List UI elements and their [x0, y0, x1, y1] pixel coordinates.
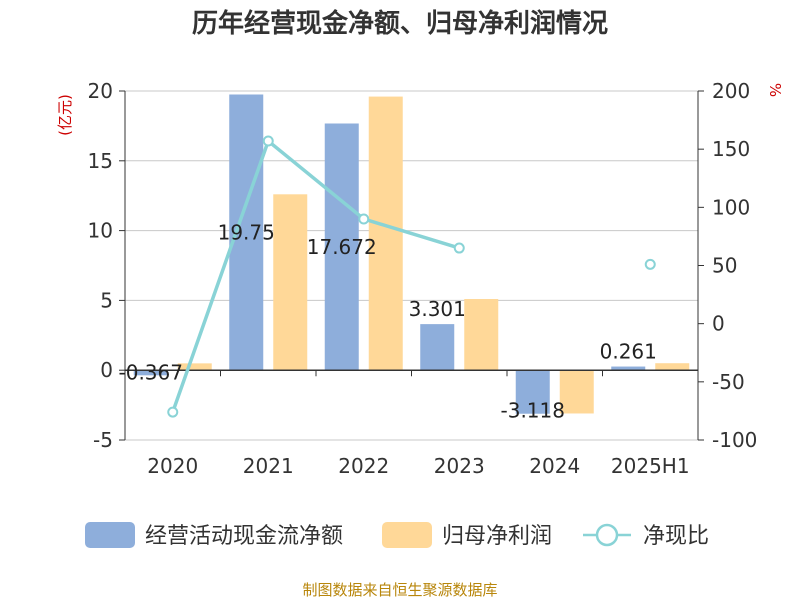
right-tick-label: 150: [712, 137, 750, 161]
right-tick-label: 100: [712, 195, 750, 219]
x-axis-labels: 2020 2021 2022 2023 2024 2025H1: [147, 454, 689, 478]
legend-label: 净现比: [643, 524, 709, 549]
left-tick-label: 0: [100, 358, 113, 382]
right-tick-label: 50: [712, 254, 737, 278]
ratio-line: [167, 135, 656, 418]
bar-cashflow-2020: [133, 370, 168, 376]
left-tick-label: -5: [93, 428, 113, 452]
data-labels: -0.367 19.75 17.672 3.301 -3.118 0.261: [119, 220, 657, 422]
ratio-point-2021: [262, 135, 274, 147]
right-tick-label: -50: [712, 370, 745, 394]
bar-profit-2024: [559, 370, 594, 414]
bar-profit-2021: [273, 194, 308, 371]
x-tick-label: 2022: [338, 454, 389, 478]
bar-cashflow-2023: [420, 324, 455, 371]
legend-swatch-marker: [595, 523, 619, 547]
data-label-2023: 3.301: [409, 297, 466, 321]
bar-profit-2020: [177, 363, 212, 371]
legend-label: 归母净利润: [442, 524, 552, 549]
bars: [133, 94, 690, 414]
data-label-2024: -3.118: [501, 399, 565, 423]
x-tick-label: 2025H1: [611, 454, 690, 478]
x-tick-label: 2024: [529, 454, 580, 478]
data-label-2025H1: 0.261: [600, 340, 657, 364]
right-tick-label: -100: [712, 428, 757, 452]
left-tick-label: 10: [88, 219, 113, 243]
left-tick-label: 5: [100, 288, 113, 312]
bar-cashflow-2022: [324, 123, 359, 371]
legend-label: 经营活动现金流净额: [145, 524, 343, 549]
source-note: 制图数据来自恒生聚源数据库: [302, 581, 497, 599]
left-tick-label: 20: [88, 79, 113, 103]
left-axis-unit: (亿元): [56, 94, 74, 136]
x-tick-label: 2020: [147, 454, 198, 478]
right-axis-unit: %: [766, 83, 784, 97]
legend-item-2[interactable]: 净现比: [583, 523, 709, 549]
right-tick-label: 0: [712, 312, 725, 336]
ratio-point-2025H1: [644, 258, 656, 270]
x-axis: [124, 369, 699, 377]
bar-profit-2023: [464, 299, 499, 371]
legend[interactable]: 经营活动现金流净额 归母净利润 净现比: [85, 522, 709, 549]
bar-profit-2022: [368, 96, 403, 371]
legend-swatch: [382, 522, 432, 548]
ratio-line-path: [171, 138, 460, 413]
legend-item-1[interactable]: 归母净利润: [382, 522, 552, 549]
data-label-2021: 19.75: [218, 220, 275, 244]
legend-swatch: [85, 522, 135, 548]
left-tick-label: 15: [88, 149, 113, 173]
bar-profit-2025H1: [655, 363, 690, 371]
ratio-point-2023: [453, 242, 465, 254]
right-axis-ticks: -100 -50 0 50 100 150 200: [697, 79, 757, 452]
ratio-point-2022: [358, 213, 370, 225]
left-axis-ticks: -5 0 5 10 15 20: [88, 79, 126, 452]
chart-title: 历年经营现金净额、归母净利润情况: [192, 8, 608, 39]
grid: [125, 90, 698, 441]
data-label-2020: -0.367: [119, 360, 183, 384]
ratio-point-2020: [167, 406, 179, 418]
bar-cashflow-2025H1: [611, 366, 646, 371]
data-label-2022: 17.672: [307, 235, 377, 259]
bar-cashflow-2024: [515, 370, 550, 414]
right-tick-label: 200: [712, 79, 750, 103]
legend-item-0[interactable]: 经营活动现金流净额: [85, 522, 343, 549]
x-tick-label: 2021: [243, 454, 294, 478]
x-tick-label: 2023: [434, 454, 485, 478]
